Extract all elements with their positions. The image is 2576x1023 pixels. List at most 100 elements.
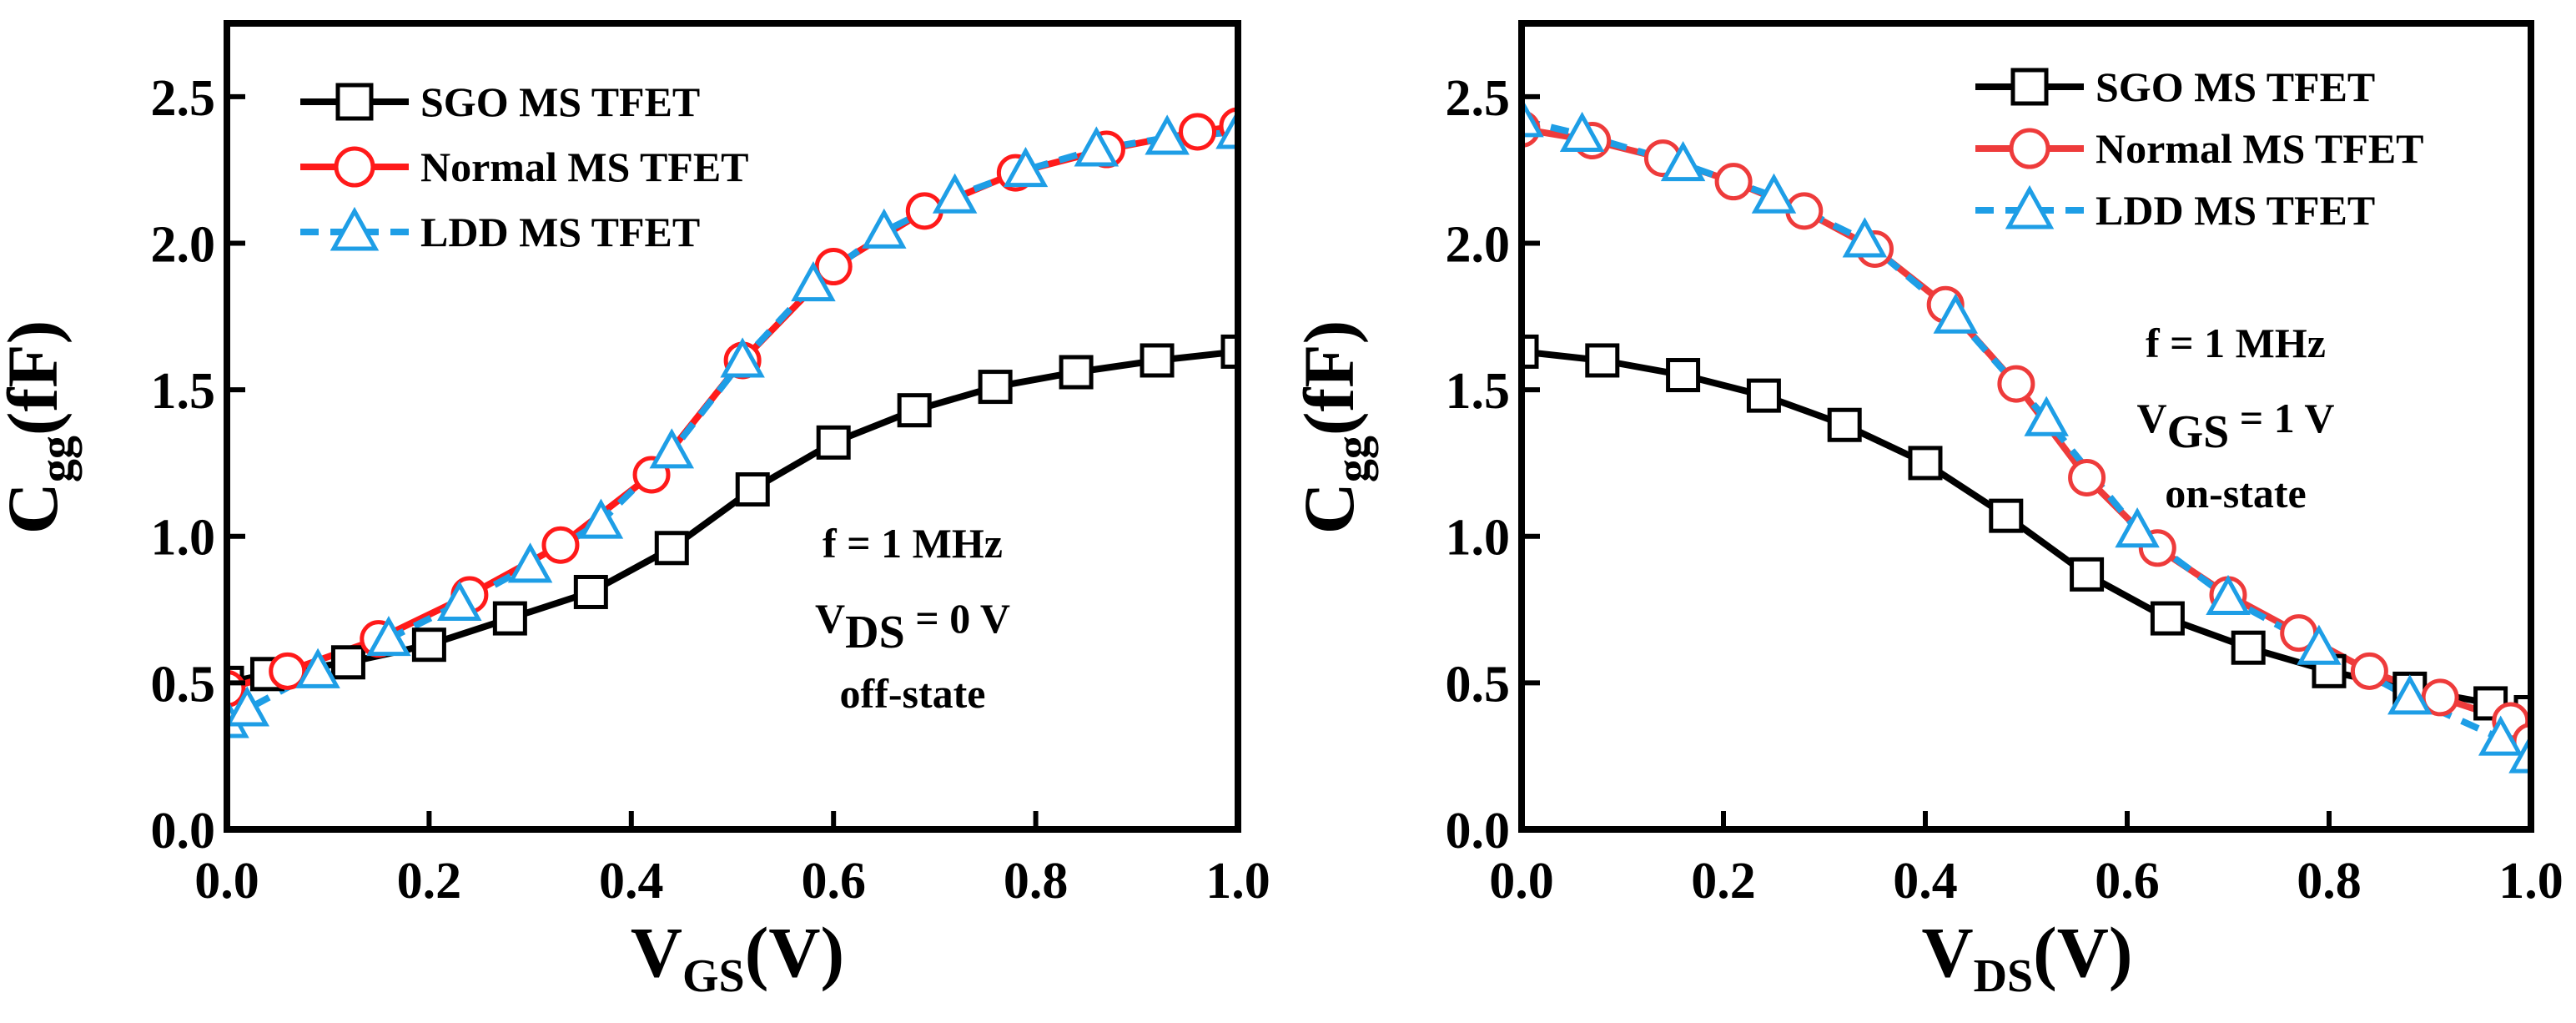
right-series-0-point bbox=[1827, 407, 1862, 442]
right-x-tick-label: 0.2 bbox=[1691, 853, 1756, 910]
left-x-tick-label: 0.8 bbox=[1004, 853, 1069, 910]
left-plot-area bbox=[227, 107, 1238, 738]
left-series-2-point bbox=[862, 208, 907, 249]
right-y-axis-label: Cgg(fF) bbox=[1289, 320, 1379, 535]
right-series-2-point bbox=[2115, 507, 2160, 548]
left-series-line-1 bbox=[227, 122, 1238, 693]
right-legend-marker-1 bbox=[2009, 128, 2050, 169]
right-series-1-point bbox=[1997, 365, 2035, 403]
left-y-tick-label: 2.5 bbox=[151, 70, 216, 127]
right-series-1-point bbox=[2068, 458, 2106, 496]
left-series-2-point bbox=[578, 498, 624, 539]
left-series-2-point bbox=[295, 648, 340, 688]
left-series-0-point bbox=[573, 574, 608, 609]
left-y-tick-label: 0.5 bbox=[151, 656, 216, 713]
right-plot-area bbox=[1522, 97, 2531, 774]
right-series-2-point bbox=[2206, 574, 2251, 615]
right-series-0-point bbox=[1989, 498, 2024, 533]
left-series-1-point bbox=[269, 652, 307, 690]
left-series-2-point bbox=[1074, 126, 1119, 167]
left-legend-marker-0 bbox=[335, 83, 374, 121]
right-y-tick-label: 0.0 bbox=[1446, 803, 1511, 859]
left-series-2-point bbox=[932, 173, 978, 214]
right-series-2-point bbox=[1933, 293, 1979, 334]
left-x-axis-label: VGS(V) bbox=[631, 912, 844, 1002]
left-legend-marker-1 bbox=[334, 146, 375, 188]
right-panel: 0.0 0.2 0.4 0.6 0.8 1.0 0.0 0.5 1.0 1.5 2.0 2.5 VDS(… bbox=[1289, 20, 2563, 1002]
left-legend-label-1: Normal MS TFET bbox=[420, 144, 749, 190]
left-series-0-point bbox=[411, 627, 446, 663]
right-x-tick-label: 0.8 bbox=[2297, 853, 2362, 910]
left-series-0-point bbox=[735, 472, 770, 507]
right-x-tick-label: 0.4 bbox=[1893, 853, 1958, 910]
left-legend-marker-2 bbox=[330, 206, 380, 251]
right-y-tick-label: 1.0 bbox=[1446, 510, 1511, 567]
right-series-2-point bbox=[1660, 140, 1706, 182]
left-series-2-point bbox=[366, 616, 411, 657]
left-series-0-point bbox=[978, 370, 1013, 405]
left-series-0-point bbox=[897, 393, 932, 428]
right-y-tick-label: 0.5 bbox=[1446, 656, 1511, 713]
left-series-0-point bbox=[1059, 355, 1094, 390]
right-legend-label-0: SGO MS TFET bbox=[2096, 63, 2375, 110]
right-series-0-point bbox=[1666, 358, 1701, 393]
right-y-tick-label: 1.5 bbox=[1446, 363, 1511, 420]
right-series-0-point bbox=[1585, 343, 1620, 378]
right-series-2-point bbox=[1559, 111, 1605, 152]
left-series-2-point bbox=[1003, 146, 1049, 188]
right-series-2-point bbox=[1842, 217, 1888, 258]
right-axes-frame bbox=[1518, 20, 2534, 833]
left-x-tick-label: 1.0 bbox=[1205, 853, 1270, 910]
left-panel: 0.0 0.2 0.4 0.6 0.8 1.0 0.0 0.5 1.0 1.5 2.0 2.5 VGS(… bbox=[0, 20, 1270, 1002]
left-series-1-point bbox=[1179, 113, 1217, 151]
right-series-2-point bbox=[2508, 733, 2531, 774]
left-legend-label-2: LDD MS TFET bbox=[420, 209, 700, 255]
left-y-axis-label-group: Cgg(fF) bbox=[0, 320, 83, 535]
left-series-0-point bbox=[816, 425, 851, 460]
right-series-2-point bbox=[1751, 173, 1797, 214]
right-annotation-line: f = 1 MHz bbox=[2146, 320, 2326, 366]
right-series-2-point bbox=[2024, 396, 2069, 436]
left-annotation-line: f = 1 MHz bbox=[823, 520, 1003, 567]
left-y-axis-label: Cgg(fF) bbox=[0, 320, 83, 535]
right-legend-label-1: Normal MS TFET bbox=[2096, 125, 2424, 172]
left-legend-label-0: SGO MS TFET bbox=[420, 78, 700, 125]
right-series-2-point bbox=[2387, 674, 2433, 715]
right-series-0-point bbox=[2231, 630, 2266, 665]
right-x-tick-label: 0.0 bbox=[1489, 853, 1554, 910]
right-legend-marker-0 bbox=[2010, 68, 2049, 106]
left-annotation-line: off-state bbox=[840, 670, 986, 717]
right-series-2-point bbox=[2478, 715, 2523, 756]
right-series-1-point bbox=[2421, 678, 2459, 717]
left-series-2-point bbox=[227, 686, 269, 727]
right-series-0-point bbox=[1746, 378, 1781, 413]
left-series-2-point bbox=[791, 260, 836, 302]
left-series-0-point bbox=[654, 531, 689, 566]
left-series-0-point bbox=[1140, 343, 1175, 378]
left-x-tick-label: 0.0 bbox=[194, 853, 259, 910]
left-series-2-point bbox=[1145, 114, 1190, 155]
left-series-0-point bbox=[330, 645, 365, 680]
right-series-0-point bbox=[1908, 446, 1943, 481]
right-series-0-point bbox=[2150, 601, 2185, 636]
left-series-1-point bbox=[541, 526, 580, 564]
right-legend-label-2: LDD MS TFET bbox=[2096, 187, 2375, 234]
left-series-2-point bbox=[437, 580, 482, 622]
left-series-0-point bbox=[492, 601, 527, 636]
left-series-2-point bbox=[720, 337, 765, 378]
right-series-0-point bbox=[2070, 557, 2105, 592]
right-annotation-line: VGS = 1 V bbox=[2136, 395, 2334, 458]
right-annotation-line: on-state bbox=[2165, 470, 2306, 517]
left-series-line-2 bbox=[227, 129, 1238, 724]
right-x-tick-label: 1.0 bbox=[2498, 853, 2563, 910]
right-series-1-point bbox=[1714, 163, 1753, 201]
left-axes-frame bbox=[224, 20, 1241, 833]
left-series-2-point bbox=[507, 542, 553, 583]
left-annotation-line: VDS = 0 V bbox=[815, 595, 1010, 658]
right-series-0-point bbox=[1522, 334, 1539, 369]
left-series-2-point bbox=[1215, 108, 1238, 149]
right-series-1-point bbox=[2350, 652, 2388, 690]
right-x-axis-label: VDS(V) bbox=[1921, 912, 2132, 1002]
right-series-2-point bbox=[1522, 97, 1544, 138]
